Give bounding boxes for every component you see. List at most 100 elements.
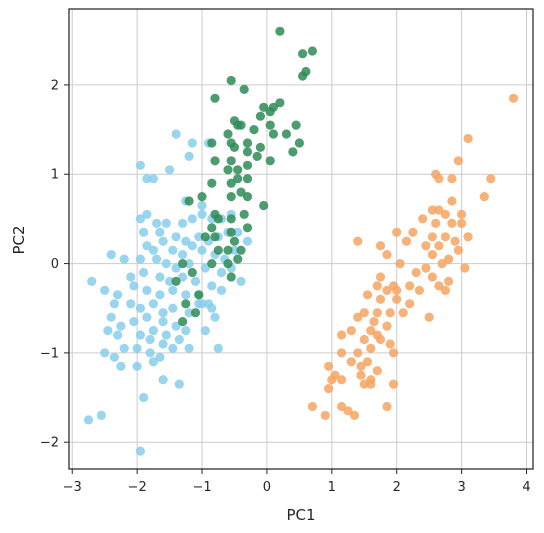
scatter-point: [291, 120, 301, 130]
scatter-point: [135, 214, 145, 224]
scatter-point: [353, 312, 363, 322]
scatter-point: [388, 379, 399, 389]
scatter-point: [139, 392, 149, 403]
scatter-point: [148, 326, 158, 336]
scatter-point: [190, 276, 201, 286]
scatter-point: [356, 361, 366, 371]
y-axis-ticks: −2 −1 0 1 2: [40, 78, 69, 451]
scatter-point: [434, 205, 444, 215]
scatter-point: [281, 129, 291, 139]
scatter-point: [392, 294, 402, 304]
scatter-point: [145, 348, 155, 358]
scatter-point: [113, 330, 123, 340]
scatter-point: [294, 138, 304, 148]
scatter-point: [229, 142, 240, 152]
scatter-point: [375, 241, 386, 251]
scatter-point: [135, 446, 145, 456]
scatter-point: [479, 192, 489, 202]
scatter-point: [223, 245, 233, 255]
scatter-point: [106, 250, 116, 260]
plot-frame: [68, 8, 534, 470]
scatter-point: [288, 147, 298, 157]
scatter-point: [103, 326, 113, 336]
scatter-point: [252, 151, 262, 161]
scatter-point: [242, 147, 253, 157]
scatter-point: [178, 272, 188, 282]
scatter-point: [139, 267, 149, 278]
scatter-point: [148, 299, 158, 309]
scatter-point: [207, 281, 217, 291]
scatter-point: [226, 272, 236, 282]
scatter-point: [447, 196, 457, 206]
scatter-point: [233, 254, 243, 264]
scatter-point: [392, 227, 402, 237]
scatter-point: [236, 276, 246, 286]
scatter-point: [119, 254, 129, 264]
scatter-point: [346, 357, 356, 367]
scatter-point: [174, 379, 184, 389]
scatter-point: [106, 312, 116, 322]
scatter-point: [194, 232, 204, 242]
scatter-point: [440, 285, 450, 295]
scatter-point: [113, 290, 123, 300]
scatter-point: [265, 156, 275, 166]
scatter-point: [401, 236, 412, 246]
scatter-point: [155, 227, 165, 237]
scatter-point: [486, 174, 496, 184]
scatter-point: [353, 236, 363, 246]
scatter-point: [207, 138, 217, 148]
scatter-point: [152, 254, 162, 264]
scatter-point: [372, 281, 382, 291]
scatter-point: [457, 209, 467, 219]
scatter-point: [210, 312, 220, 322]
scatter-point: [388, 348, 399, 358]
scatter-point: [265, 107, 275, 117]
scatter-point: [155, 352, 165, 362]
scatter-point: [223, 165, 233, 175]
scatter-point: [148, 174, 158, 184]
scatter-point: [337, 330, 347, 340]
scatter-point: [187, 241, 197, 251]
scatter-point: [171, 129, 181, 139]
scatter-point: [320, 410, 330, 420]
scatter-points: [83, 26, 519, 456]
scatter-point: [119, 343, 129, 353]
scatter-point: [427, 205, 437, 215]
scatter-point: [346, 326, 356, 336]
scatter-point: [226, 178, 236, 188]
scatter-point: [440, 209, 450, 219]
scatter-point: [382, 401, 392, 412]
scatter-point: [135, 303, 145, 313]
scatter-point: [168, 303, 178, 313]
y-tick-label: −2: [40, 436, 59, 451]
scatter-point: [427, 250, 437, 260]
scatter-point: [242, 223, 253, 233]
scatter-point: [194, 290, 204, 300]
scatter-point: [184, 343, 194, 353]
scatter-point: [184, 151, 194, 161]
scatter-point: [216, 267, 227, 278]
scatter-point: [152, 218, 162, 228]
scatter-point: [178, 317, 188, 327]
scatter-point: [343, 406, 353, 416]
scatter-point: [207, 259, 217, 269]
scatter-point: [158, 308, 168, 318]
scatter-point: [298, 71, 308, 81]
scatter-point: [139, 227, 149, 237]
scatter-point: [155, 272, 165, 282]
scatter-series-1: [83, 129, 253, 456]
scatter-point: [421, 263, 431, 273]
scatter-point: [236, 120, 246, 130]
scatter-point: [200, 326, 210, 336]
scatter-point: [405, 299, 415, 309]
scatter-point: [158, 317, 168, 327]
scatter-point: [197, 200, 207, 211]
scatter-point: [434, 174, 444, 184]
scatter-series-3: [307, 93, 519, 420]
scatter-point: [353, 348, 363, 358]
scatter-point: [226, 156, 236, 166]
scatter-point: [324, 384, 334, 394]
scatter-point: [359, 308, 369, 318]
scatter-point: [268, 129, 278, 139]
scatter-point: [327, 375, 337, 385]
